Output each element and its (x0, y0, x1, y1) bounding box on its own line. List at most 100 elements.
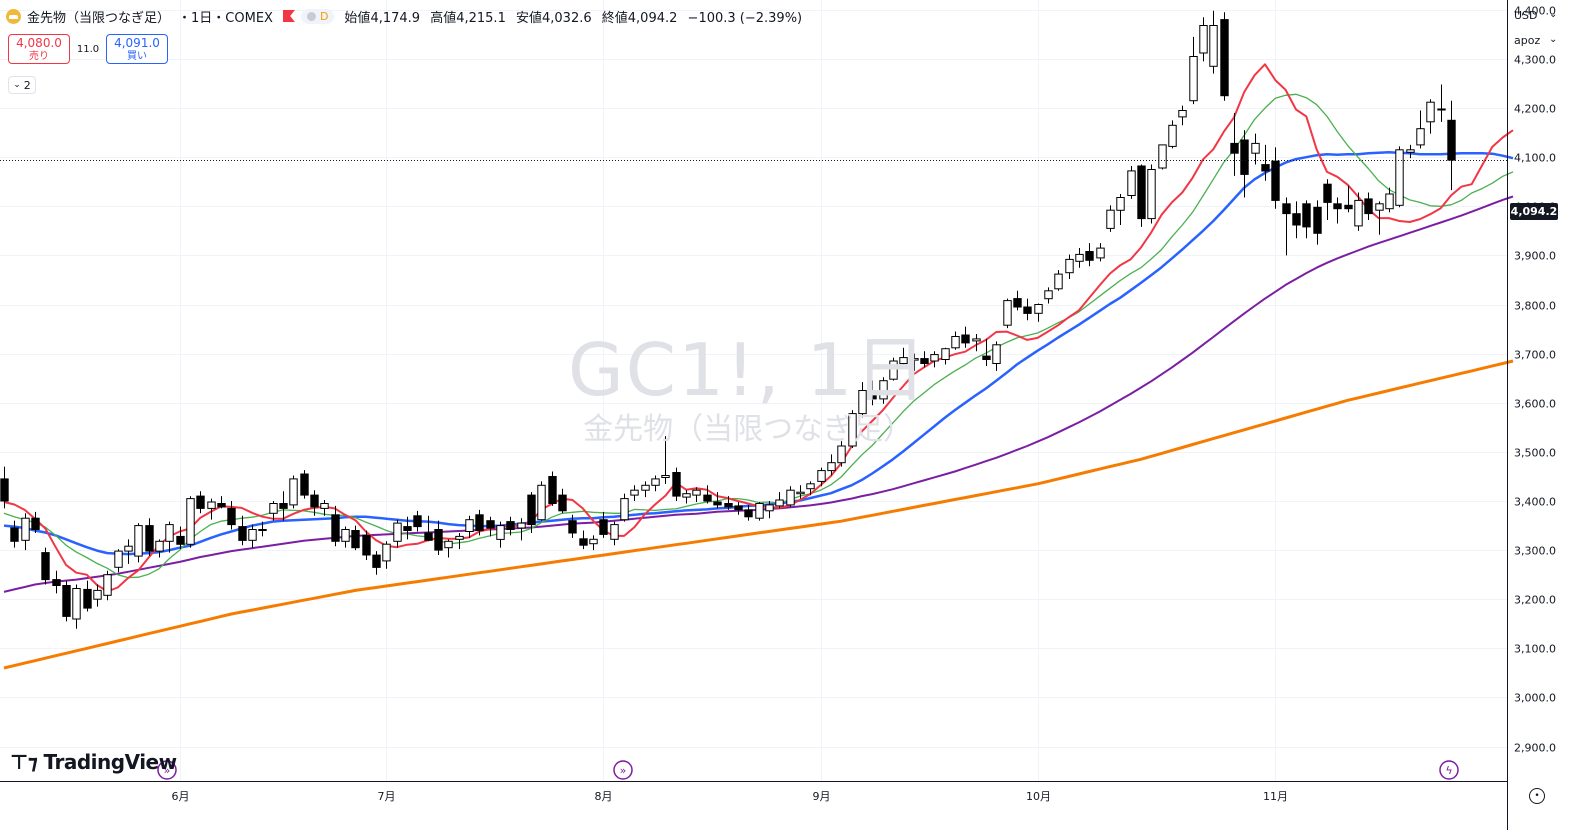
candle (1209, 10, 1218, 74)
x-tick-label: 6月 (172, 790, 190, 803)
candle (155, 539, 164, 558)
candle (165, 521, 174, 553)
candle (951, 331, 960, 350)
candle (868, 380, 877, 406)
y-tick-label: 3,900.0 (1514, 250, 1556, 263)
series-ma10 (3, 93, 1514, 579)
candle (0, 466, 9, 509)
candle-body (1240, 139, 1249, 175)
candle-body (10, 527, 19, 542)
candle-body (879, 380, 888, 400)
candle (910, 353, 919, 371)
candle-body (1323, 183, 1332, 203)
candle (599, 511, 608, 538)
candle (579, 530, 588, 550)
scale-mode-selector[interactable]: apoz (1514, 34, 1541, 47)
candle-body (1220, 19, 1229, 97)
candle-body (1292, 213, 1301, 226)
candle (124, 539, 133, 564)
candle (724, 496, 733, 510)
candle (961, 326, 970, 348)
candle-body (145, 525, 154, 552)
candle (548, 471, 557, 506)
candle (1034, 303, 1043, 322)
candle (300, 470, 309, 499)
candle-body (1054, 273, 1063, 290)
event-marker-2 (613, 760, 633, 780)
candle-body (1282, 203, 1291, 215)
candle-body (610, 524, 619, 540)
candle-body (1261, 164, 1270, 172)
candle (920, 351, 929, 368)
candle (610, 521, 619, 546)
candle (941, 347, 950, 365)
candle (372, 551, 381, 575)
candle (465, 515, 474, 538)
candle (1302, 200, 1311, 239)
legend-header: 金先物（当限つなぎ足） ・1日・COMEX D 始値4,174.9 高値4,21… (6, 6, 802, 26)
candle-body (889, 360, 898, 380)
data-mode-pill[interactable]: D (300, 8, 335, 24)
candle-body (589, 538, 598, 545)
candle-body (1147, 169, 1156, 220)
buy-button[interactable]: 4,091.0 買い (106, 34, 168, 64)
candle-body (630, 489, 639, 496)
candle-body (186, 498, 195, 545)
candle (1168, 120, 1177, 149)
market-closed-flag-icon (282, 10, 295, 22)
candle-body (351, 530, 360, 549)
y-tick-label: 4,100.0 (1514, 152, 1556, 165)
currency-caret-icon[interactable]: ⌄ (1549, 9, 1558, 20)
candle (1106, 205, 1115, 232)
tradingview-logo[interactable]: ⊤⁊ TradingView (10, 750, 177, 774)
candle (1178, 105, 1187, 126)
moving-average-lines (3, 63, 1514, 670)
currency-selector[interactable]: USD (1514, 9, 1538, 22)
candle (1364, 192, 1373, 221)
candle (21, 513, 30, 551)
candle (879, 377, 888, 404)
candle (827, 454, 836, 476)
trade-buttons: 4,080.0 売り 11.0 4,091.0 買い (8, 34, 168, 64)
price-axis: 2,900.0 3,000.0 3,100.0 3,200.0 3,300.0 3,400… (1514, 5, 1556, 755)
settings-gear-icon[interactable]: • (1529, 788, 1545, 804)
candle (848, 410, 857, 448)
candle (351, 525, 360, 551)
candle-body (207, 501, 216, 509)
interval-label: ・1日・COMEX (178, 10, 273, 26)
candle (786, 486, 795, 507)
candle (341, 526, 350, 548)
candle-body (1013, 298, 1022, 308)
candle-body (972, 338, 981, 342)
event-marker-3-icon: ϟ (1445, 764, 1452, 777)
symbol-name[interactable]: 金先物（当限つなぎ足） (27, 10, 171, 26)
candle-body (620, 498, 629, 521)
candle (83, 580, 92, 612)
candle (796, 485, 805, 499)
candle-body (176, 535, 185, 545)
candle-body (1364, 198, 1373, 215)
candle (1127, 166, 1136, 199)
scale-mode-caret-icon[interactable]: ⌄ (1549, 34, 1558, 45)
candle-body (786, 489, 795, 506)
candle (1447, 100, 1456, 191)
candle (382, 541, 391, 569)
candle (1137, 164, 1146, 227)
candle-body (920, 358, 929, 365)
candle-body (848, 413, 857, 447)
candle-body (910, 358, 919, 361)
candle-body (496, 525, 505, 540)
candle-body (661, 475, 670, 478)
event-marker-3 (1439, 760, 1459, 780)
candle-body (62, 585, 71, 617)
candle-body (837, 445, 846, 464)
candle-body (1178, 110, 1187, 118)
candle (692, 487, 701, 503)
indicators-toggle-button[interactable]: ⌄ 2 (8, 76, 36, 94)
candle (1085, 243, 1094, 267)
candle-body (1209, 25, 1218, 67)
candle-body (248, 529, 257, 541)
sell-button[interactable]: 4,080.0 売り (8, 34, 70, 64)
